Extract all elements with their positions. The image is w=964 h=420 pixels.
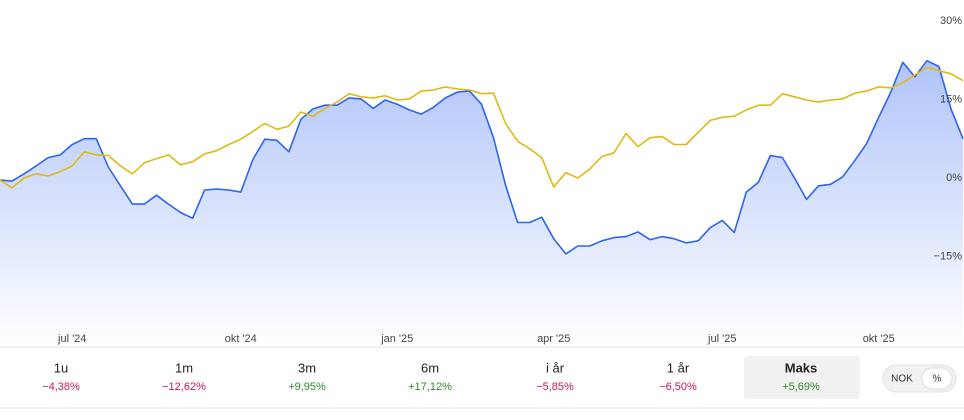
x-tick-label: okt '24 [225, 333, 257, 345]
selected-bg [744, 356, 860, 399]
period-label: i år [546, 360, 565, 375]
period-button[interactable]: 1 år −6,50% [659, 360, 697, 392]
x-tick-label: jul '25 [707, 333, 736, 345]
period-change: +17,12% [408, 381, 452, 393]
period-label: 3m [298, 360, 316, 375]
period-button[interactable]: i år −5,85% [536, 360, 574, 392]
unit-label: % [933, 374, 942, 385]
unit-option[interactable]: NOK [891, 374, 913, 385]
line [0, 59, 964, 255]
period-button[interactable]: 3m +9,95% [288, 360, 326, 392]
period-label: 1 år [667, 360, 690, 375]
period-label: 1m [175, 360, 193, 375]
period-button[interactable]: Maks +5,69% [744, 356, 860, 399]
y-tick-label: 0% [946, 172, 962, 184]
period-change: −4,38% [42, 381, 80, 393]
period-label: Maks [785, 360, 818, 375]
period-button[interactable]: 1m −12,62% [162, 360, 206, 392]
period-button[interactable]: 1u −4,38% [42, 360, 80, 392]
y-tick-label: 15% [940, 93, 962, 105]
x-tick-label: jul '24 [57, 333, 86, 345]
x-tick-label: jan '25 [380, 333, 413, 345]
period-label: 6m [421, 360, 439, 375]
period-change: +9,95% [288, 381, 326, 393]
period-change: −6,50% [659, 381, 697, 393]
x-tick-label: okt '25 [863, 333, 895, 345]
y-tick-label: 30% [940, 15, 962, 27]
unit-label: NOK [891, 374, 913, 385]
period-label: 1u [54, 360, 68, 375]
period-change: −5,85% [536, 381, 574, 393]
line [0, 66, 964, 189]
x-tick-label: apr '25 [537, 333, 570, 345]
period-change: +5,69% [782, 381, 820, 393]
area [0, 60, 963, 346]
period-change: −12,62% [162, 381, 206, 393]
y-tick-label: −15% [934, 250, 963, 262]
unit-selected [921, 367, 953, 390]
unit-option[interactable]: % [921, 367, 953, 390]
period-button[interactable]: 6m +17,12% [408, 360, 452, 392]
